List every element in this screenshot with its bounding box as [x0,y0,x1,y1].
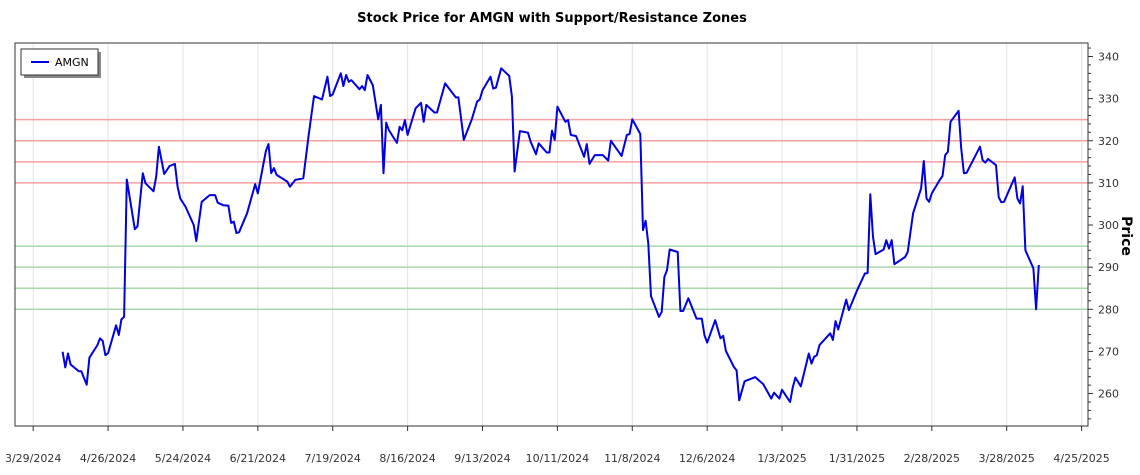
support-resistance-lines [15,118,1088,311]
y-tick-label: 340 [1098,50,1119,63]
y-axis: 260 270 280 290 300 310 320 330 340 [1088,47,1119,420]
y-tick-label: 310 [1098,177,1119,190]
x-tick-label: 9/13/2024 [454,452,510,465]
y-tick-label: 280 [1098,303,1119,316]
y-tick-label: 270 [1098,345,1119,358]
x-tick-label: 11/8/2024 [604,452,660,465]
y-tick-label: 300 [1098,219,1119,232]
x-tick-label: 4/26/2024 [80,452,136,465]
x-tick-label: 8/16/2024 [379,452,435,465]
y-axis-label: Price [1118,216,1134,256]
amgn-price-line [61,67,1040,403]
chart-title: Stock Price for AMGN with Support/Resist… [357,11,747,26]
x-tick-label: 6/21/2024 [230,452,286,465]
vertical-gridlines [32,43,1083,426]
x-axis: 3/29/2024 4/26/2024 5/24/2024 6/21/2024 7/19… [5,426,1110,465]
legend-label-amgn: AMGN [55,56,89,69]
plot-frame [14,42,1089,427]
legend: AMGN [20,48,101,78]
x-tick-label: 12/6/2024 [679,452,735,465]
x-tick-label: 5/24/2024 [155,452,211,465]
x-tick-label: 4/25/2025 [1053,452,1109,465]
y-tick-label: 330 [1098,93,1119,106]
x-tick-label: 3/29/2024 [5,452,61,465]
y-tick-label: 320 [1098,135,1119,148]
x-tick-label: 1/31/2025 [829,452,885,465]
y-tick-label: 290 [1098,261,1119,274]
x-tick-label: 7/19/2024 [305,452,361,465]
x-tick-label: 10/11/2024 [526,452,589,465]
x-tick-label: 2/28/2025 [904,452,960,465]
x-tick-label: 1/3/2025 [757,452,806,465]
x-tick-label: 3/28/2025 [978,452,1034,465]
y-tick-label: 260 [1098,388,1119,401]
